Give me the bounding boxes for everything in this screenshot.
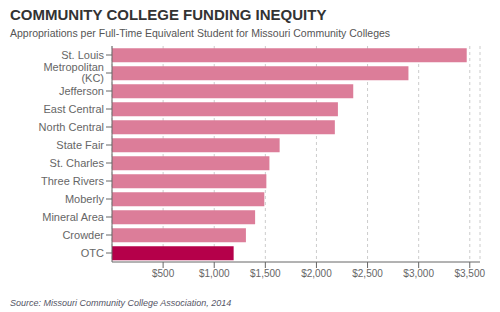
svg-text:St. Charles: St. Charles <box>50 157 105 169</box>
svg-text:Metropolitan(KC): Metropolitan(KC) <box>43 61 104 84</box>
svg-text:East Central: East Central <box>43 103 104 115</box>
svg-text:St. Louis: St. Louis <box>61 49 104 61</box>
svg-text:Moberly: Moberly <box>65 193 105 205</box>
svg-text:Mineral Area: Mineral Area <box>42 211 105 223</box>
svg-text:$1,500: $1,500 <box>250 268 281 279</box>
svg-text:$500: $500 <box>152 268 175 279</box>
html-text:Source: Missouri Community Col: Source: Missouri Community College Assoc… <box>10 298 232 308</box>
svg-text:Jefferson: Jefferson <box>59 85 104 97</box>
svg-text:North Central: North Central <box>39 121 104 133</box>
svg-text:Crowder: Crowder <box>62 229 104 241</box>
html-text:Appropriations per Full-Time E: Appropriations per Full-Time Equivalent … <box>10 27 391 39</box>
html-text:COMMUNITY COLLEGE FUNDING INEQ: COMMUNITY COLLEGE FUNDING INEQUITY <box>10 6 327 23</box>
svg-text:$2,000: $2,000 <box>301 268 332 279</box>
svg-text:$3,000: $3,000 <box>403 268 434 279</box>
svg-text:$3,500: $3,500 <box>454 268 485 279</box>
svg-text:Three Rivers: Three Rivers <box>41 175 104 187</box>
svg-text:$2,500: $2,500 <box>352 268 383 279</box>
svg-text:OTC: OTC <box>81 247 104 259</box>
svg-text:State Fair: State Fair <box>56 139 104 151</box>
svg-text:$1,000: $1,000 <box>199 268 230 279</box>
